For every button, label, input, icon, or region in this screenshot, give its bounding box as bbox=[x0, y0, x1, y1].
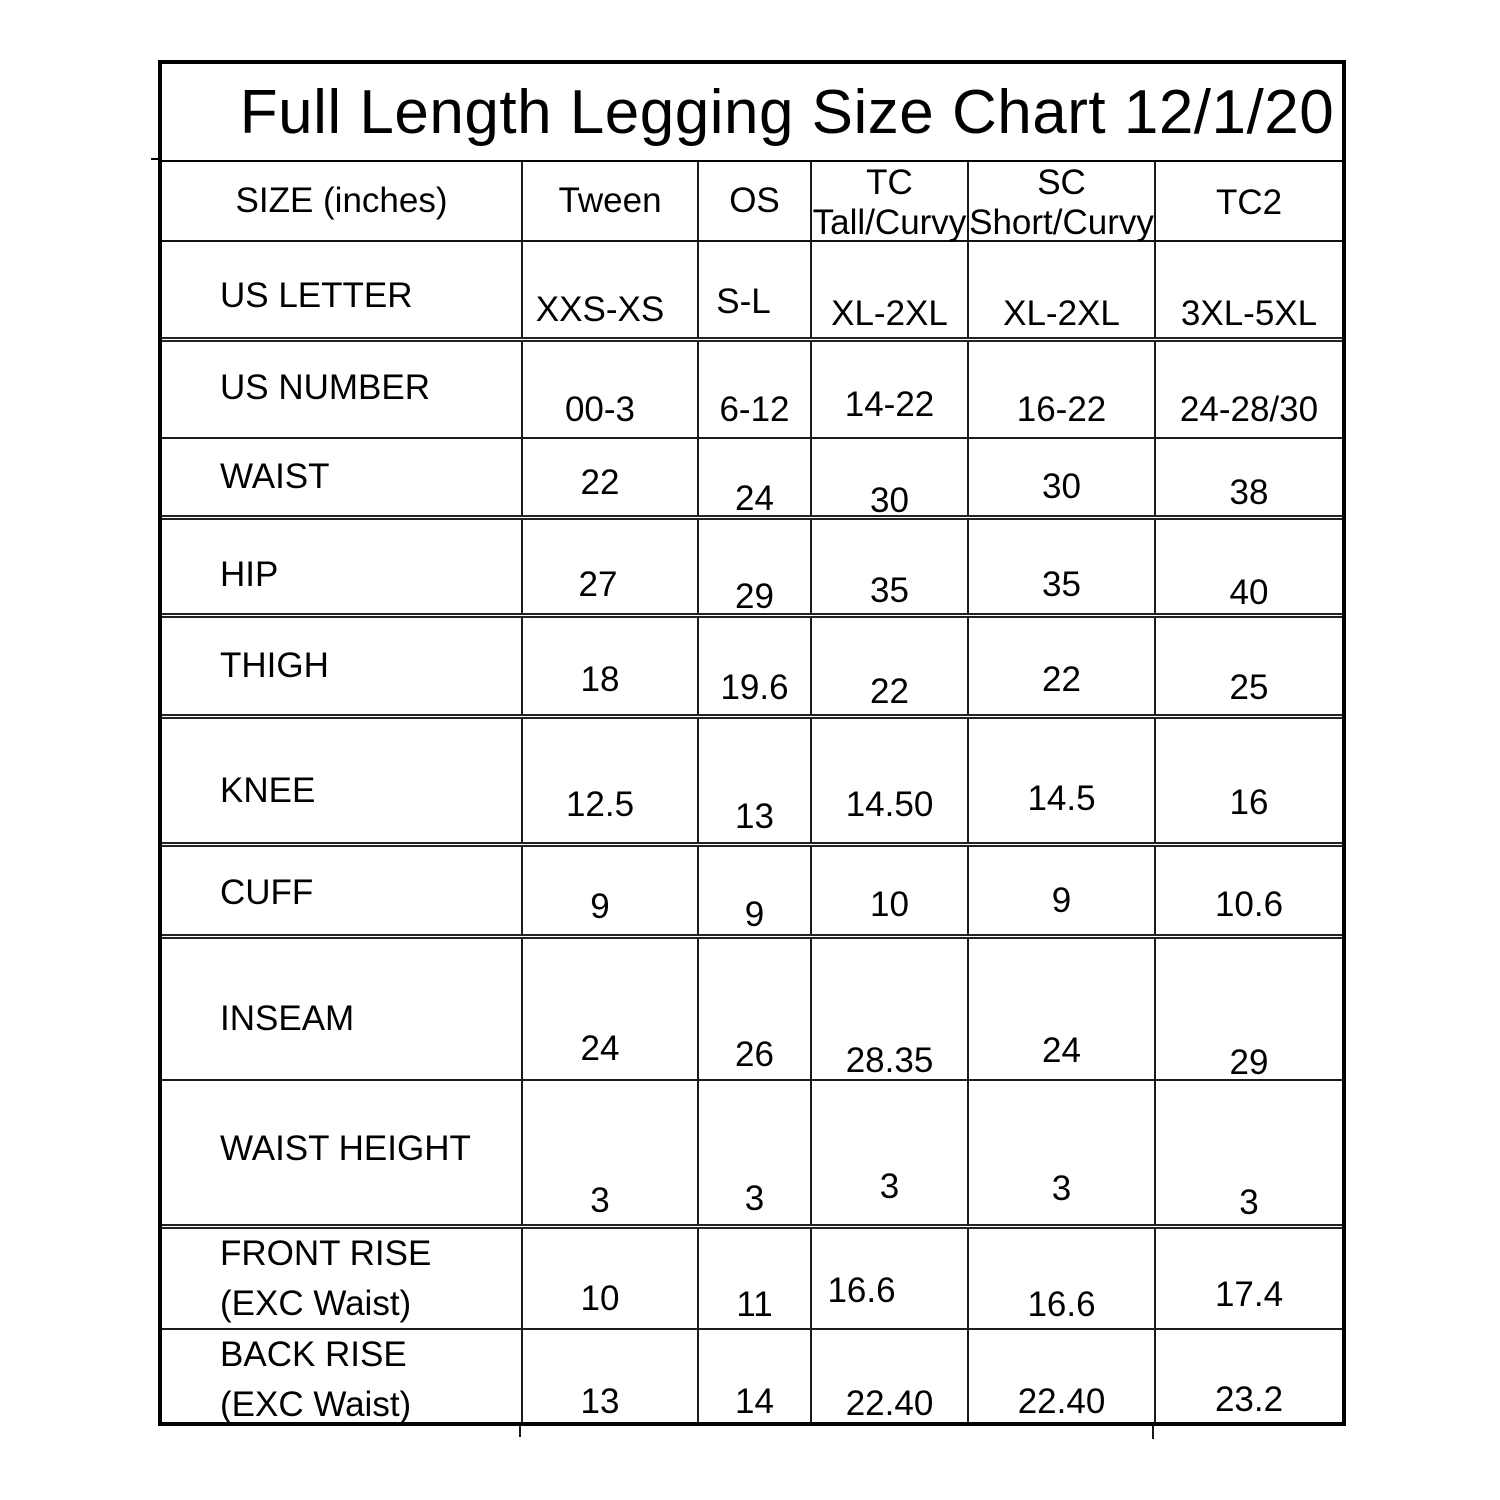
value-cell: 10 bbox=[812, 847, 969, 934]
value-cell: 9 bbox=[969, 847, 1156, 934]
value-cell: 35 bbox=[969, 520, 1156, 613]
value-cell: 3 bbox=[969, 1081, 1156, 1224]
row-label-hip: HIP bbox=[162, 520, 523, 613]
value-cell: 29 bbox=[699, 520, 812, 616]
header-row: SIZE (inches) Tween OS TC Tall/Curvy SC Sh… bbox=[162, 162, 1342, 242]
value-cell: 22.40 bbox=[969, 1330, 1156, 1422]
table-row-hip: HIP 27 29 35 35 40 bbox=[162, 520, 1342, 618]
border-artifact-bottom-tick-2 bbox=[1152, 1426, 1154, 1439]
row-label-cuff: CUFF bbox=[162, 847, 523, 934]
size-chart-table: Full Length Legging Size Chart 12/1/20 S… bbox=[158, 60, 1346, 1426]
value-cell: 9 bbox=[699, 847, 812, 934]
column-header-tc: TC Tall/Curvy bbox=[812, 162, 969, 242]
value-cell: XL-2XL bbox=[812, 242, 969, 337]
value-cell: 19.6 bbox=[699, 618, 812, 714]
value-cell: 14.5 bbox=[969, 719, 1156, 842]
value-cell: 16.6 bbox=[812, 1229, 969, 1328]
value-cell: 30 bbox=[812, 439, 969, 520]
value-cell: 00-3 bbox=[523, 342, 699, 437]
table-row-knee: KNEE 12.5 13 14.50 14.5 16 bbox=[162, 719, 1342, 847]
value-cell: 3 bbox=[1239, 1182, 1259, 1222]
border-artifact-bottom-tick-1 bbox=[519, 1426, 521, 1437]
table-row-back-rise: BACK RISE (EXC Waist) 13 14 22.40 22.40 2… bbox=[162, 1330, 1342, 1424]
table-row-thigh: THIGH 18 19.6 22 22 25 bbox=[162, 618, 1342, 719]
value-cell: 28.35 bbox=[812, 939, 969, 1080]
value-cell: 3 bbox=[812, 1081, 969, 1224]
value-cell: XL-2XL bbox=[969, 242, 1156, 337]
table-row-cuff: CUFF 9 9 10 9 10.6 bbox=[162, 847, 1342, 939]
column-header-size: SIZE (inches) bbox=[162, 162, 523, 240]
value-cell: 27 bbox=[523, 520, 699, 613]
border-artifact-left-tick bbox=[151, 158, 159, 160]
column-header-os: OS bbox=[699, 162, 812, 240]
value-cell: 30 bbox=[969, 439, 1156, 515]
value-cell: 11 bbox=[699, 1229, 812, 1328]
value-cell: 38 bbox=[1229, 473, 1269, 512]
value-cell: 40 bbox=[1229, 572, 1269, 612]
column-header-tc2: TC2 bbox=[1215, 183, 1283, 222]
table-row-front-rise: FRONT RISE (EXC Waist) 10 11 16.6 16.6 17… bbox=[162, 1229, 1342, 1330]
value-cell: 10 bbox=[523, 1229, 699, 1328]
value-cell: 6-12 bbox=[699, 342, 812, 437]
value-cell: 14.50 bbox=[812, 719, 969, 842]
value-cell: 25 bbox=[1229, 668, 1269, 707]
value-cell: 22 bbox=[969, 618, 1156, 714]
value-cell: 22.40 bbox=[812, 1330, 969, 1423]
value-cell: 26 bbox=[699, 939, 812, 1079]
value-cell: 22 bbox=[523, 439, 699, 515]
page-title: Full Length Legging Size Chart 12/1/20 bbox=[239, 77, 1335, 147]
table-row-waist: WAIST 22 24 30 30 38 bbox=[162, 439, 1342, 520]
value-cell: S-L bbox=[699, 242, 812, 337]
value-cell: 24 bbox=[523, 939, 699, 1079]
value-cell: 14 bbox=[699, 1330, 812, 1422]
value-cell: 18 bbox=[523, 618, 699, 714]
table-row-inseam: INSEAM 24 26 28.35 24 29 bbox=[162, 939, 1342, 1082]
column-header-sc: SC Short/Curvy bbox=[969, 162, 1156, 242]
value-cell: 22 bbox=[812, 618, 969, 714]
value-cell: 3 bbox=[523, 1081, 699, 1224]
row-label-waist-height: WAIST HEIGHT bbox=[162, 1081, 523, 1224]
value-cell: 14-22 bbox=[812, 342, 969, 437]
value-cell: 35 bbox=[812, 520, 969, 613]
value-cell: 3 bbox=[699, 1081, 812, 1224]
value-cell: 24 bbox=[699, 439, 812, 518]
chart-title-cell: Full Length Legging Size Chart 12/1/20 bbox=[162, 64, 1342, 160]
value-cell: 16.6 bbox=[969, 1229, 1156, 1328]
value-cell: 13 bbox=[523, 1330, 699, 1422]
row-label-us-number: US NUMBER bbox=[162, 342, 523, 437]
value-cell: 3XL-5XL bbox=[1180, 293, 1318, 333]
table-row-waist-height: WAIST HEIGHT 3 3 3 3 3 bbox=[162, 1081, 1342, 1229]
row-label-knee: KNEE bbox=[162, 719, 523, 842]
row-label-thigh: THIGH bbox=[162, 618, 523, 714]
value-cell: 24-28/30 bbox=[1179, 389, 1319, 429]
row-label-back-rise: BACK RISE (EXC Waist) bbox=[162, 1330, 523, 1424]
value-cell: 16-22 bbox=[969, 342, 1156, 437]
row-label-us-letter: US LETTER bbox=[162, 242, 523, 337]
value-cell: 17.4 bbox=[1214, 1274, 1284, 1314]
row-label-front-rise: FRONT RISE (EXC Waist) bbox=[162, 1229, 523, 1328]
table-row-us-letter: US LETTER XXS-XS S-L XL-2XL XL-2XL 3XL-5… bbox=[162, 242, 1342, 342]
value-cell: 16 bbox=[1229, 782, 1269, 822]
value-cell: 13 bbox=[699, 719, 812, 842]
value-cell: 12.5 bbox=[523, 719, 699, 842]
title-row: Full Length Legging Size Chart 12/1/20 bbox=[162, 64, 1342, 162]
row-label-waist: WAIST bbox=[162, 439, 523, 515]
value-cell: 24 bbox=[969, 939, 1156, 1079]
value-cell: 23.2 bbox=[1214, 1380, 1284, 1419]
value-cell: 9 bbox=[523, 847, 699, 934]
value-cell: XXS-XS bbox=[523, 242, 699, 337]
row-label-inseam: INSEAM bbox=[162, 939, 523, 1079]
value-cell: 29 bbox=[1229, 1043, 1269, 1082]
column-header-tween: Tween bbox=[523, 162, 699, 240]
table-row-us-number: US NUMBER 00-3 6-12 14-22 16-22 24-28/30 bbox=[162, 342, 1342, 439]
value-cell: 10.6 bbox=[1214, 884, 1284, 924]
